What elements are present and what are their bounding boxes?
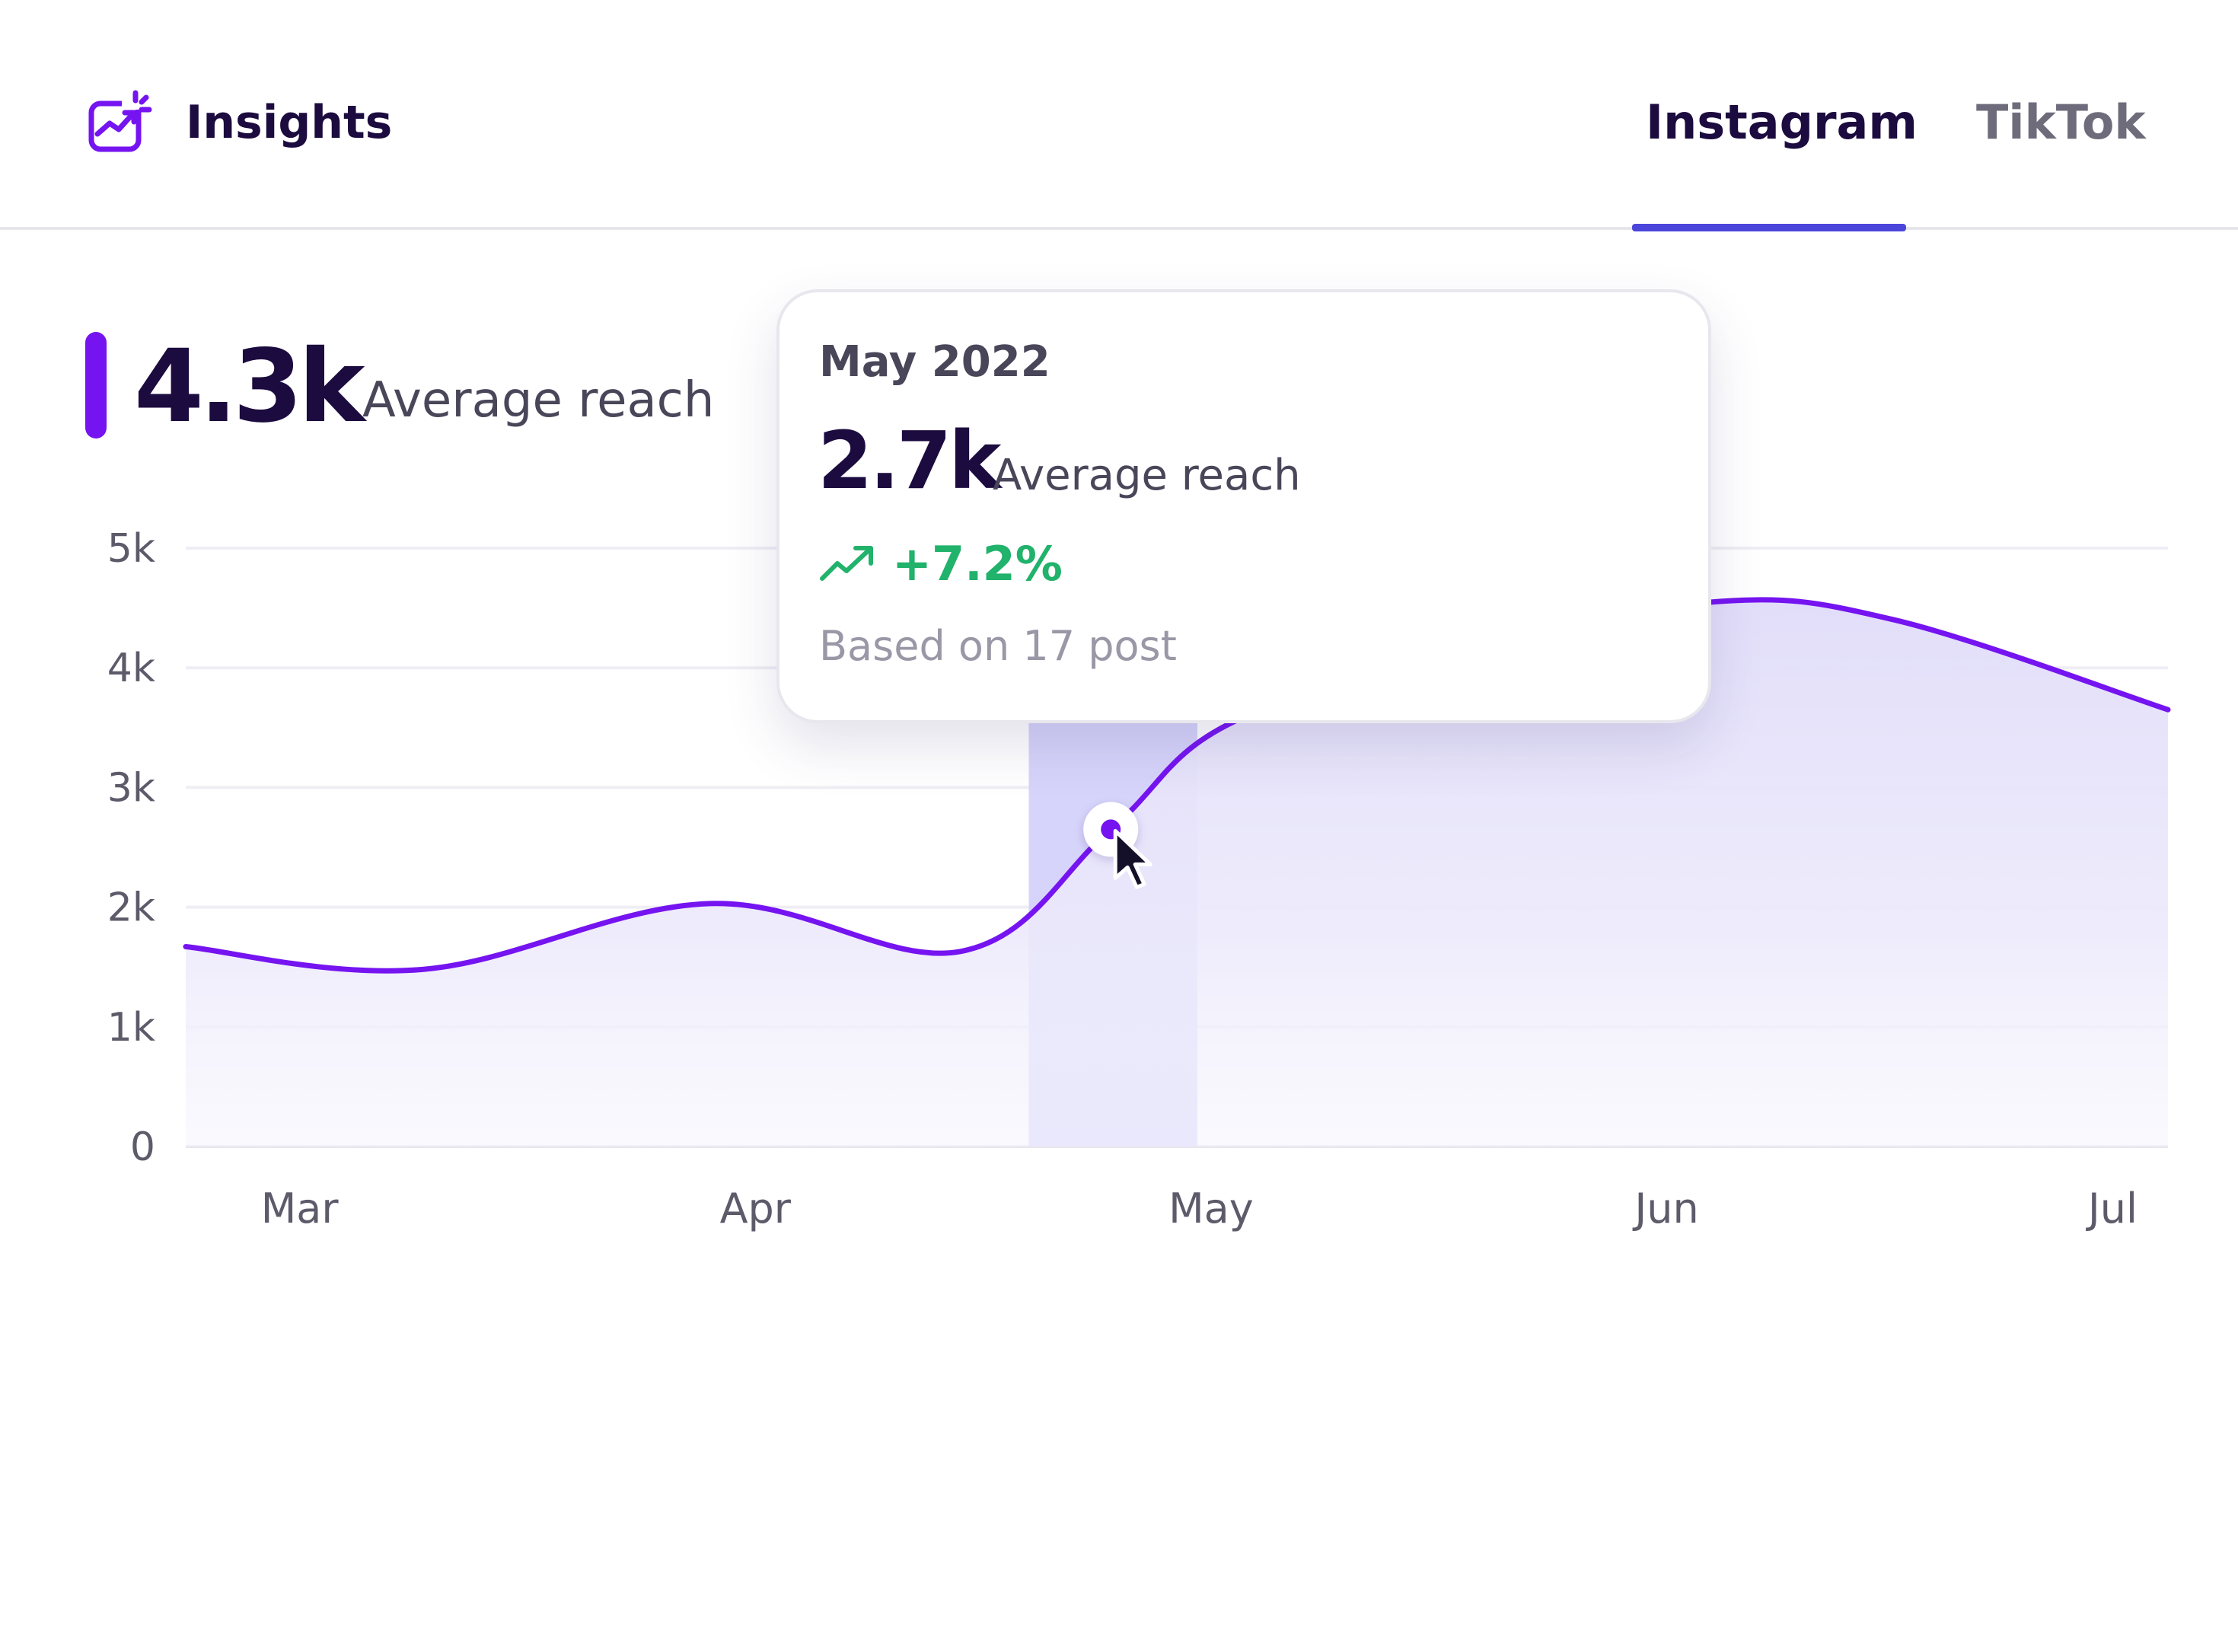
y-tick-label: 5k [107,526,155,572]
y-tick-label: 4k [107,646,155,691]
mouse-pointer-icon [1113,828,1152,889]
trending-up-icon [820,546,873,581]
tooltip-date: May 2022 [819,337,1050,387]
tooltip-change: +7.2% [892,536,1063,592]
metric-value: 4.3k [134,328,365,445]
tab-instagram[interactable]: Instagram [1646,94,1918,150]
tooltip-value: 2.7k [818,414,1001,507]
app-title: Insights [186,96,393,149]
chart-tooltip: May 2022 2.7k Average reach +7.2% Based … [776,289,1711,723]
tooltip-label: Average reach [993,451,1301,500]
tooltip-note: Based on 17 post [819,622,1177,670]
y-tick-label: 3k [107,765,155,811]
y-tick-label: 0 [130,1124,155,1170]
metric-label: Average reach [362,372,715,429]
y-tick-label: 1k [107,1005,155,1051]
metric-accent-bar [85,332,107,439]
y-tick-label: 2k [107,885,155,931]
insights-chart-icon [88,90,152,152]
active-tab-indicator [1632,224,1906,231]
x-tick-label: May [1168,1185,1254,1233]
series-line [183,597,2171,974]
header: Insights Instagram TikTok [0,0,2238,231]
x-tick-label: Jun [1632,1185,1698,1233]
x-tick-label: Jul [2086,1185,2138,1233]
x-tick-label: Apr [720,1185,792,1233]
x-tick-label: Mar [261,1185,340,1233]
series-area [186,599,2168,1147]
tab-tiktok[interactable]: TikTok [1976,94,2146,150]
